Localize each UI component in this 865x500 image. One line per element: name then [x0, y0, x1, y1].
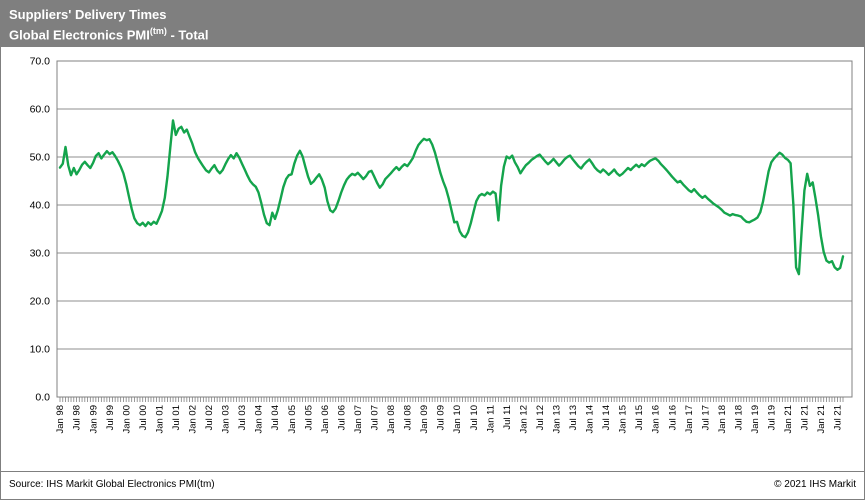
y-tick-label: 0.0	[35, 392, 50, 404]
x-tick-label: Jul 16	[667, 405, 678, 430]
x-tick-label: Jan 14	[585, 405, 596, 434]
chart-header: Suppliers' Delivery Times Global Electro…	[1, 1, 864, 47]
x-tick-label: Jan 10	[452, 405, 463, 434]
chart-footer: Source: IHS Markit Global Electronics PM…	[1, 471, 864, 497]
x-tick-label: Jan 99	[88, 405, 99, 434]
x-tick-label: Jul 12	[535, 405, 546, 430]
x-tick-label: Jul 19	[767, 405, 778, 430]
x-tick-label: Jan 06	[320, 405, 331, 434]
pmi-total-series-line	[58, 119, 845, 276]
y-tick-label: 70.0	[30, 56, 51, 68]
x-tick-label: Jul 98	[72, 405, 83, 430]
x-tick-label: Jul 21	[800, 405, 811, 430]
x-tick-label: Jan 02	[188, 405, 199, 434]
x-tick-label: Jan 09	[419, 405, 430, 434]
x-tick-label: Jan 07	[353, 405, 364, 434]
y-tick-label: 30.0	[30, 248, 51, 260]
x-tick-label: Jan 98	[55, 405, 66, 434]
y-tick-label: 60.0	[30, 104, 51, 116]
x-tick-label: Jan 21	[783, 405, 794, 434]
x-tick-label: Jul 14	[601, 405, 612, 430]
x-tick-label: Jul 03	[237, 405, 248, 430]
x-tick-label: Jan 16	[651, 405, 662, 434]
x-tick-label: Jul 02	[204, 405, 215, 430]
x-tick-label: Jan 03	[221, 405, 232, 434]
y-tick-label: 50.0	[30, 152, 51, 164]
x-tick-label: Jan 08	[386, 405, 397, 434]
x-tick-label: Jan 01	[154, 405, 165, 434]
x-tick-label: Jul 10	[469, 405, 480, 430]
source-note: Source: IHS Markit Global Electronics PM…	[9, 479, 215, 490]
chart-title-line2: Global Electronics PMI(tm) - Total	[9, 26, 209, 43]
x-tick-label: Jan 17	[684, 405, 695, 434]
x-tick-label: Jul 15	[634, 405, 645, 430]
x-tick-label: Jul 04	[270, 405, 281, 430]
x-tick-label: Jul 06	[336, 405, 347, 430]
x-tick-label: Jul 99	[105, 405, 116, 430]
plot-border	[56, 60, 853, 398]
x-tick-label: Jul 00	[138, 405, 149, 430]
x-tick-label: Jul 18	[733, 405, 744, 430]
x-tick-label: Jan 04	[254, 405, 265, 434]
x-tick-label: Jul 13	[568, 405, 579, 430]
y-tick-label: 20.0	[30, 296, 51, 308]
x-tick-label: Jul 07	[370, 405, 381, 430]
x-tick-label: Jan 13	[551, 405, 562, 434]
y-tick-label: 10.0	[30, 344, 51, 356]
x-tick-label: Jan 18	[717, 405, 728, 434]
chart-title-line1: Suppliers' Delivery Times	[9, 7, 167, 22]
x-tick-label: Jul 09	[436, 405, 447, 430]
x-tick-label: Jan 19	[750, 405, 761, 434]
x-tick-label: Jan 11	[485, 405, 496, 433]
plot-area: 0.0 10.0 20.0 30.0 40.0 50.0 60.0 70.0 Jan 98 Jul…	[1, 47, 864, 471]
x-tick-label: Jan 21	[816, 405, 827, 434]
x-tick-label: Jan 05	[287, 405, 298, 434]
x-tick-label: Jul 17	[700, 405, 711, 430]
x-tick-label: Jul 01	[171, 405, 182, 430]
x-tick-label: Jul 08	[403, 405, 414, 430]
y-tick-label: 40.0	[30, 200, 51, 212]
x-tick-label: Jul 11	[502, 405, 513, 430]
x-tick-label: Jul 21	[833, 405, 844, 430]
pmi-line-chart: 0.0 10.0 20.0 30.0 40.0 50.0 60.0 70.0 Jan 98 Jul…	[30, 56, 853, 434]
x-tick-label: Jan 00	[121, 405, 132, 434]
x-tick-label: Jul 05	[303, 405, 314, 430]
x-tick-label: Jan 15	[618, 405, 629, 434]
copyright-note: © 2021 IHS Markit	[774, 479, 856, 490]
x-tick-label: Jan 12	[518, 405, 529, 434]
tm-superscript: (tm)	[149, 26, 167, 36]
